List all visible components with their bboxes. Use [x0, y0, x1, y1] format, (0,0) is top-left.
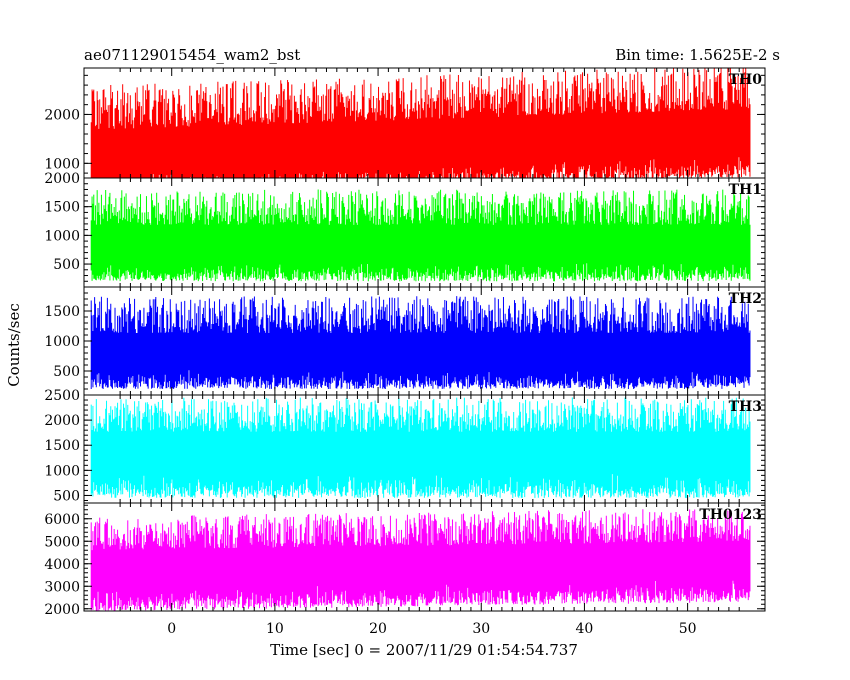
y-tick-label: 1000 [44, 463, 80, 479]
panel-th1: TH1 500 1000 1500 2000 [44, 171, 766, 288]
x-tick-label: 50 [679, 621, 697, 637]
panel-label: TH0123 [699, 507, 762, 523]
panel-th0123: TH0123 2000 3000 4000 5000 6000 [44, 502, 766, 618]
y-tick-label: 3000 [44, 579, 80, 595]
series-th0 [90, 68, 751, 178]
y-tick-label: 1500 [44, 200, 80, 216]
y-tick-label: 500 [53, 488, 80, 504]
y-tick-label: 6000 [44, 512, 80, 528]
panel-th3: TH3 500 1000 1500 2000 2500 [44, 388, 766, 504]
panel-label: TH2 [729, 291, 762, 307]
x-tick-label: 30 [472, 621, 490, 637]
panel-th0: TH0 1000 2000 [44, 67, 766, 179]
panel-frame [83, 502, 766, 612]
y-tick-label: 1000 [44, 334, 80, 350]
y-tick-label: 1000 [44, 228, 80, 244]
panel-label: TH0 [729, 72, 763, 88]
panel-label: TH1 [729, 182, 762, 198]
y-tick-label: 500 [53, 364, 80, 380]
y-tick-label: 1500 [44, 438, 80, 454]
series-th1 [90, 189, 751, 282]
x-tick-label: 0 [167, 621, 176, 637]
x-tick-label: 20 [369, 621, 387, 637]
x-tick-label: 10 [266, 621, 284, 637]
y-tick-label: 5000 [44, 534, 80, 550]
y-tick-label: 500 [53, 257, 80, 273]
panel-th2: TH2 500 1000 1500 [44, 286, 766, 396]
x-tick-label: 40 [576, 621, 594, 637]
y-tick-label: 2000 [44, 171, 80, 187]
chart-subtitle: Bin time: 1.5625E-2 s [615, 46, 780, 64]
y-tick-label: 2000 [44, 602, 80, 618]
x-axis-label: Time [sec] 0 = 2007/11/29 01:54:54.737 [270, 641, 578, 659]
y-tick-label: 2500 [44, 388, 80, 404]
panels-group: TH010002000TH1500100015002000TH250010001… [44, 67, 766, 637]
y-tick-label: 2000 [44, 107, 80, 123]
y-tick-label: 2000 [44, 413, 80, 429]
y-axis-label: Counts/sec [5, 303, 23, 387]
series-th2 [90, 296, 751, 389]
series-th0123 [90, 509, 751, 611]
y-tick-label: 1000 [44, 156, 80, 172]
chart-title: ae071129015454_wam2_bst [84, 46, 300, 64]
panel-label: TH3 [729, 399, 762, 415]
y-tick-label: 4000 [44, 557, 80, 573]
y-tick-label: 1500 [44, 304, 80, 320]
series-th3 [90, 397, 751, 498]
